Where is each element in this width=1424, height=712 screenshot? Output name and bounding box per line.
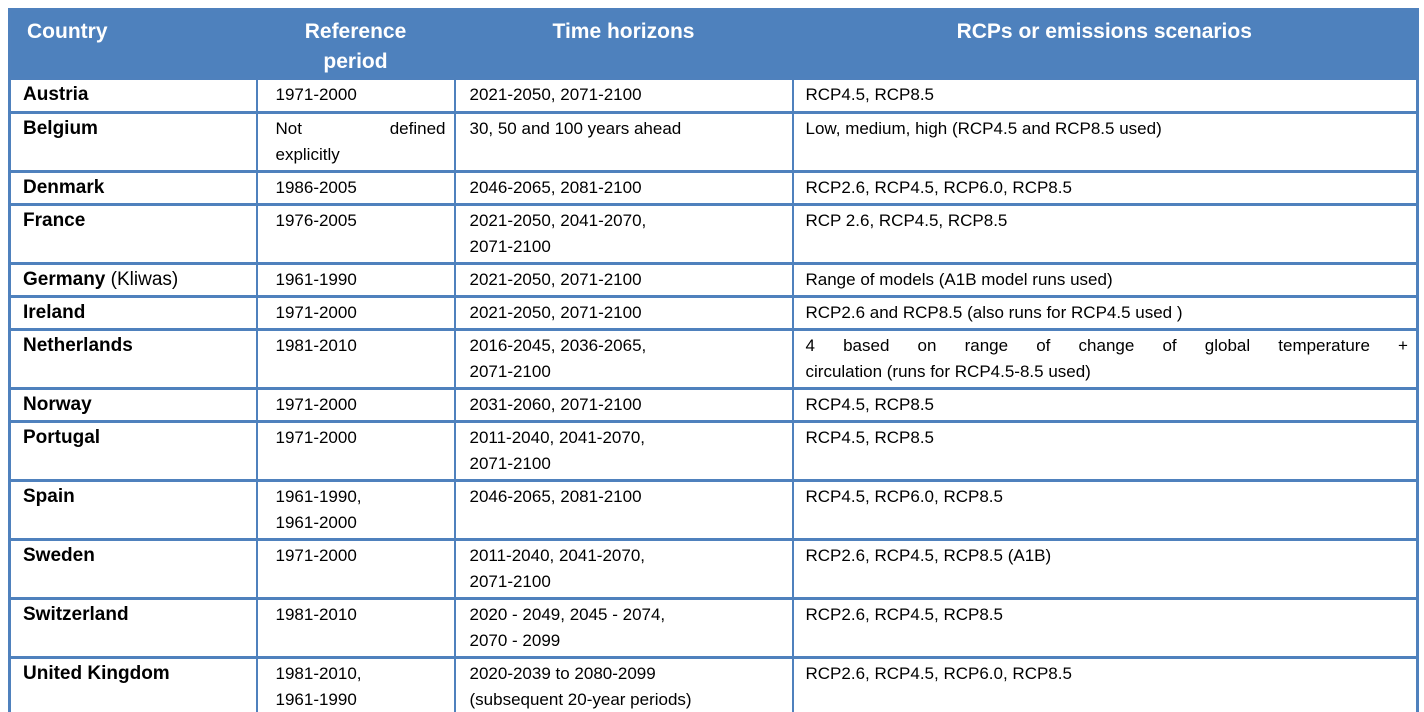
table-row: France 1976-2005 2021-2050, 2041-2070, 20… [8,203,1419,265]
country-cell: Austria [8,77,258,114]
table-row: Norway 1971-2000 2031-2060, 2071-2100 RC… [8,387,1419,423]
reference-period-cell: 1961-1990, 1961-2000 [255,479,456,541]
country-cell: Portugal [8,420,258,482]
table-row: Spain 1961-1990, 1961-2000 2046-2065, 208… [8,479,1419,541]
country-name: United Kingdom [23,663,170,684]
reference-period-cell: 1986-2005 [255,170,456,206]
rcps-cell: RCP2.6, RCP4.5, RCP8.5 [791,597,1419,659]
table-row: Belgium Not defined explicitly 30, 50 and… [8,111,1419,173]
table-row: Portugal 1971-2000 2011-2040, 2041-2070,… [8,420,1419,482]
reference-period-cell: 1971-2000 [255,77,456,114]
country-name: France [23,210,86,231]
rcps-cell: RCP4.5, RCP8.5 [791,387,1419,423]
rcps-cell: RCP4.5, RCP8.5 [791,77,1419,114]
country-cell: United Kingdom [8,656,258,712]
table-header: Country Reference period Time horizons R… [9,9,1418,79]
time-horizons-cell: 30, 50 and 100 years ahead [453,111,794,173]
reference-period-cell: 1971-2000 [255,538,456,600]
country-cell: Belgium [8,111,258,173]
country-name: Spain [23,486,75,507]
rcps-cell: RCP 2.6, RCP4.5, RCP8.5 [791,203,1419,265]
time-horizons-cell: 2021-2050, 2071-2100 [453,295,794,331]
table-body: Austria 1971-2000 2021-2050, 2071-2100 R… [8,77,1419,712]
time-horizons-cell: 2031-2060, 2071-2100 [453,387,794,423]
reference-period-cell: 1971-2000 [255,295,456,331]
time-horizons-cell: 2020 - 2049, 2045 - 2074, 2070 - 2099 [453,597,794,659]
reference-period-cell: Not defined explicitly [255,111,456,173]
country-cell: Denmark [8,170,258,206]
table-row: Netherlands 1981-2010 2016-2045, 2036-20… [8,328,1419,390]
rcps-cell: 4 based on range of change of global tem… [791,328,1419,390]
rcps-cell: RCP2.6 and RCP8.5 (also runs for RCP4.5 … [791,295,1419,331]
header-reference-period: Reference period [256,9,455,79]
reference-period-cell: 1981-2010 [255,328,456,390]
table-row: Austria 1971-2000 2021-2050, 2071-2100 R… [8,77,1419,114]
country-cell: France [8,203,258,265]
rcps-cell: RCP4.5, RCP6.0, RCP8.5 [791,479,1419,541]
table-row: Germany (Kliwas) 1961-1990 2021-2050, 20… [8,262,1419,298]
country-cell: Sweden [8,538,258,600]
rcps-cell: RCP2.6, RCP4.5, RCP8.5 (A1B) [791,538,1419,600]
country-name: Belgium [23,118,98,139]
country-name: Portugal [23,427,101,448]
climate-scenarios-table: Country Reference period Time horizons R… [8,8,1419,712]
reference-period-cell: 1961-1990 [255,262,456,298]
reference-period-cell: 1971-2000 [255,420,456,482]
reference-period-cell: 1981-2010 [255,597,456,659]
time-horizons-cell: 2021-2050, 2071-2100 [453,262,794,298]
header-time-horizons: Time horizons [454,9,793,79]
time-horizons-cell: 2021-2050, 2041-2070, 2071-2100 [453,203,794,265]
time-horizons-cell: 2021-2050, 2071-2100 [453,77,794,114]
header-rcps: RCPs or emissions scenarios [792,9,1418,79]
country-cell: Spain [8,479,258,541]
time-horizons-cell: 2046-2065, 2081-2100 [453,170,794,206]
table-row: Denmark 1986-2005 2046-2065, 2081-2100 R… [8,170,1419,206]
country-cell: Germany (Kliwas) [8,262,258,298]
table-row: Switzerland 1981-2010 2020 - 2049, 2045 … [8,597,1419,659]
table-row: Ireland 1971-2000 2021-2050, 2071-2100 R… [8,295,1419,331]
time-horizons-cell: 2016-2045, 2036-2065, 2071-2100 [453,328,794,390]
country-name: Switzerland [23,604,129,625]
time-horizons-cell: 2011-2040, 2041-2070, 2071-2100 [453,420,794,482]
country-cell: Switzerland [8,597,258,659]
country-cell: Norway [8,387,258,423]
country-cell: Ireland [8,295,258,331]
rcps-cell: RCP2.6, RCP4.5, RCP6.0, RCP8.5 [791,170,1419,206]
rcps-cell: RCP4.5, RCP8.5 [791,420,1419,482]
reference-period-cell: 1976-2005 [255,203,456,265]
reference-period-cell: 1971-2000 [255,387,456,423]
time-horizons-cell: 2020-2039 to 2080-2099 (subsequent 20-yea… [453,656,794,712]
country-name: Sweden [23,545,95,566]
rcps-cell: RCP2.6, RCP4.5, RCP6.0, RCP8.5 [791,656,1419,712]
rcps-cell: Low, medium, high (RCP4.5 and RCP8.5 use… [791,111,1419,173]
country-name: Germany [23,269,106,290]
table-row: United Kingdom 1981-2010, 1961-1990 2020-… [8,656,1419,712]
reference-period-cell: 1981-2010, 1961-1990 [255,656,456,712]
header-country: Country [9,9,257,79]
table-row: Sweden 1971-2000 2011-2040, 2041-2070, 20… [8,538,1419,600]
time-horizons-cell: 2011-2040, 2041-2070, 2071-2100 [453,538,794,600]
time-horizons-cell: 2046-2065, 2081-2100 [453,479,794,541]
country-cell: Netherlands [8,328,258,390]
rcps-cell: Range of models (A1B model runs used) [791,262,1419,298]
country-name: Norway [23,394,92,415]
country-name: Denmark [23,177,105,198]
country-name: Austria [23,84,89,105]
country-note: (Kliwas) [105,269,179,290]
country-name: Netherlands [23,335,133,356]
header-row: Country Reference period Time horizons R… [9,9,1418,79]
country-name: Ireland [23,302,86,323]
